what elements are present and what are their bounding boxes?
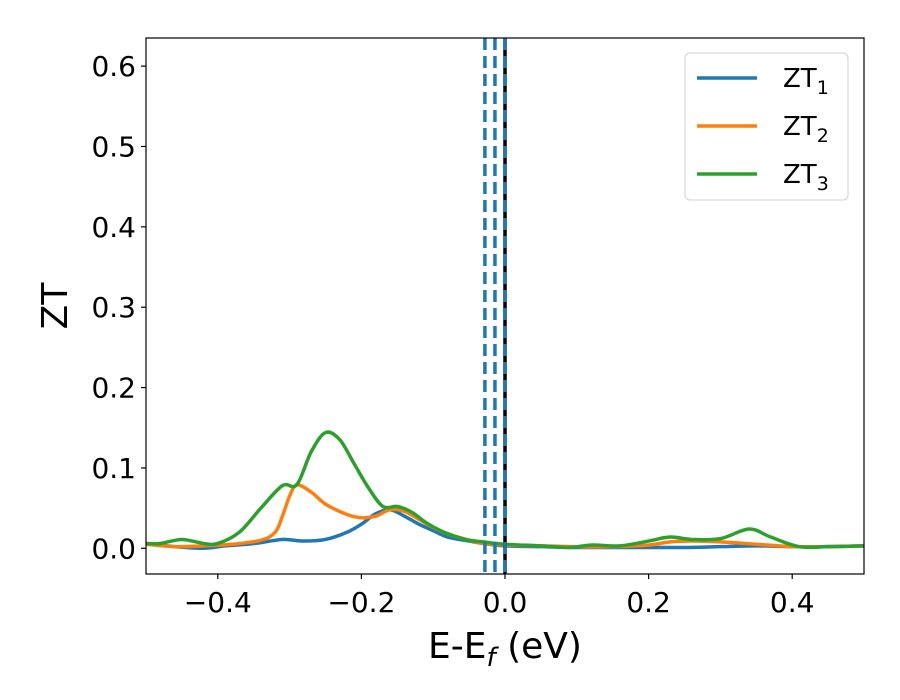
x-tick-label: 0.2 — [626, 586, 671, 619]
legend-entry-zt3: ZT3 — [783, 160, 829, 195]
series-line-zt3 — [146, 430, 864, 550]
x-tick-label: −0.2 — [327, 586, 395, 619]
series-line-zt1 — [146, 507, 864, 551]
y-tick-label: 0.0 — [91, 532, 136, 565]
y-tick-label: 0.4 — [91, 211, 136, 244]
reference-lines — [483, 38, 507, 574]
series-layer — [146, 430, 864, 551]
x-axis-label: E-Ef (eV) — [428, 626, 582, 673]
x-tick-label: 0.0 — [483, 586, 528, 619]
x-tick-label: −0.4 — [184, 586, 252, 619]
y-tick-label: 0.6 — [91, 50, 136, 83]
y-tick-label: 0.2 — [91, 372, 136, 405]
legend-entry-zt2: ZT2 — [783, 112, 829, 147]
y-tick-label: 0.3 — [91, 291, 136, 324]
y-axis-label: ZT — [35, 282, 76, 330]
x-axis-label-unit: (eV) — [496, 626, 582, 667]
y-tick-label: 0.1 — [91, 452, 136, 485]
x-tick-label: 0.4 — [770, 586, 815, 619]
legend: ZT1 ZT2 ZT3 — [684, 52, 849, 201]
y-tick-label: 0.5 — [91, 130, 136, 163]
x-axis: −0.4 −0.2 0.0 0.2 0.4 — [184, 574, 815, 619]
y-axis: 0.0 0.1 0.2 0.3 0.4 0.5 0.6 — [91, 50, 146, 565]
legend-box — [684, 52, 849, 201]
legend-entry-zt1: ZT1 — [783, 64, 829, 99]
